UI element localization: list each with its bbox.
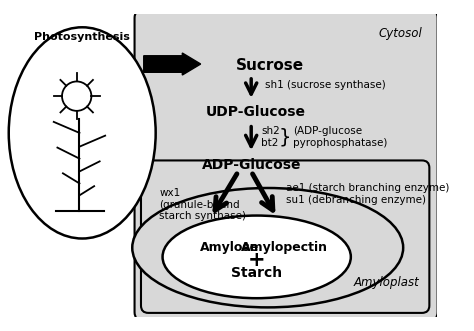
Text: +: + (248, 250, 265, 270)
Text: }: } (279, 128, 291, 147)
Text: (ADP-glucose: (ADP-glucose (293, 126, 363, 136)
Text: bt2: bt2 (261, 138, 279, 148)
Text: Amylopectin: Amylopectin (241, 241, 328, 254)
Text: pyrophosphatase): pyrophosphatase) (293, 138, 388, 148)
Text: ae1 (starch branching enzyme)
su1 (debranching enzyme): ae1 (starch branching enzyme) su1 (debra… (286, 183, 449, 205)
Text: Amylose: Amylose (200, 241, 259, 254)
Text: Cytosol: Cytosol (378, 27, 422, 40)
Text: UDP-Glucose: UDP-Glucose (205, 105, 305, 119)
FancyArrow shape (144, 53, 201, 75)
Text: ADP-Glucose: ADP-Glucose (201, 158, 301, 172)
Text: wx1
(granule-bound
starch synthase): wx1 (granule-bound starch synthase) (159, 188, 246, 221)
Text: Sucrose: Sucrose (236, 58, 304, 72)
Text: sh1 (sucrose synthase): sh1 (sucrose synthase) (265, 80, 386, 90)
FancyBboxPatch shape (141, 161, 429, 313)
Ellipse shape (132, 188, 403, 307)
Text: Amyloplast: Amyloplast (354, 276, 419, 289)
Text: Starch: Starch (231, 266, 282, 280)
Ellipse shape (9, 27, 155, 239)
Text: sh2: sh2 (261, 126, 280, 136)
FancyBboxPatch shape (135, 9, 438, 321)
Ellipse shape (163, 215, 351, 298)
Circle shape (62, 81, 91, 111)
Text: Photosynthesis: Photosynthesis (34, 32, 130, 42)
